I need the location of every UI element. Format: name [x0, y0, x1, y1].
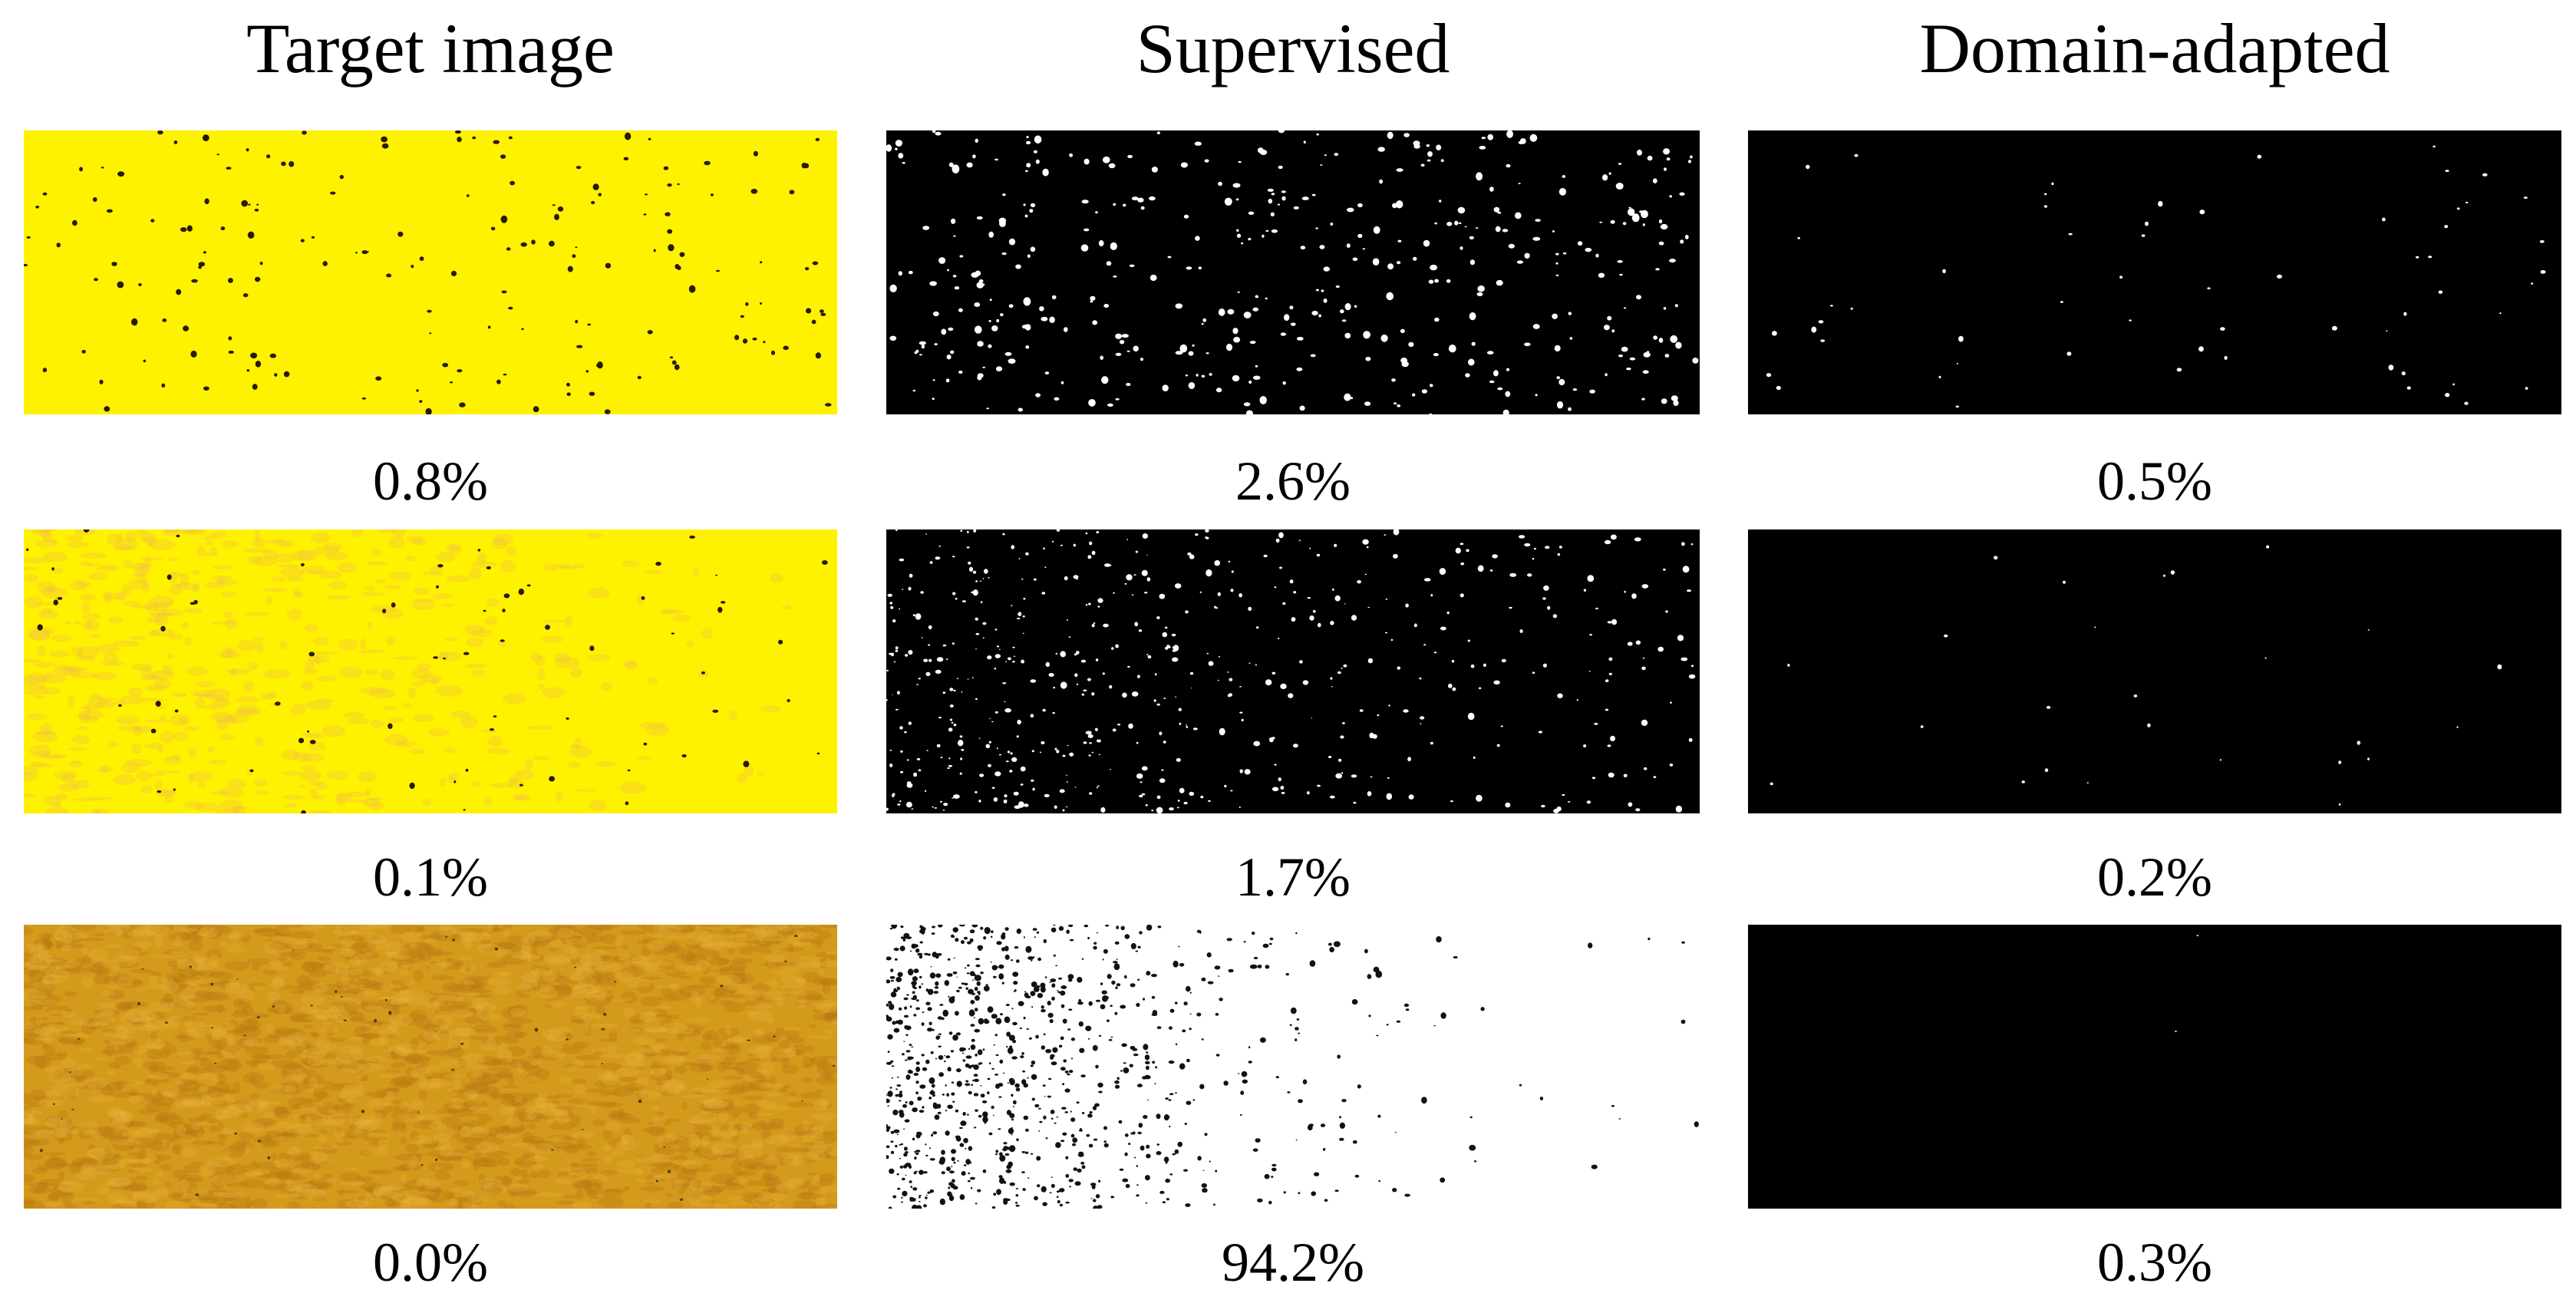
supervised-mask-panel-2 [886, 529, 1700, 813]
supervised-percent-row-3: 94.2% [1222, 1232, 1364, 1293]
target-image-panel-1 [24, 130, 837, 414]
target-image-panel-2 [24, 529, 837, 813]
domain-adapted-mask-panel-3 [1748, 925, 2561, 1209]
target-image-panel-3 [24, 925, 837, 1209]
domain-adapted-mask-panel-2 [1748, 529, 2561, 813]
supervised-mask-panel-1 [886, 130, 1700, 414]
target-percent-row-2: 0.1% [373, 846, 488, 908]
supervised-percent-row-1: 2.6% [1235, 450, 1351, 512]
supervised-percent-row-2: 1.7% [1235, 846, 1351, 908]
domain-adapted-percent-row-2: 0.2% [2097, 846, 2212, 908]
domain-adapted-mask-panel-1 [1748, 130, 2561, 414]
target-percent-row-1: 0.8% [373, 450, 488, 512]
supervised-mask-panel-3 [886, 925, 1700, 1209]
domain-adapted-percent-row-1: 0.5% [2097, 450, 2212, 512]
column-title-target-image: Target image [246, 9, 615, 87]
column-title-supervised: Supervised [1136, 9, 1450, 87]
domain-adapted-percent-row-3: 0.3% [2097, 1232, 2212, 1293]
column-title-domain-adapted: Domain-adapted [1919, 9, 2390, 87]
target-percent-row-3: 0.0% [373, 1232, 488, 1293]
